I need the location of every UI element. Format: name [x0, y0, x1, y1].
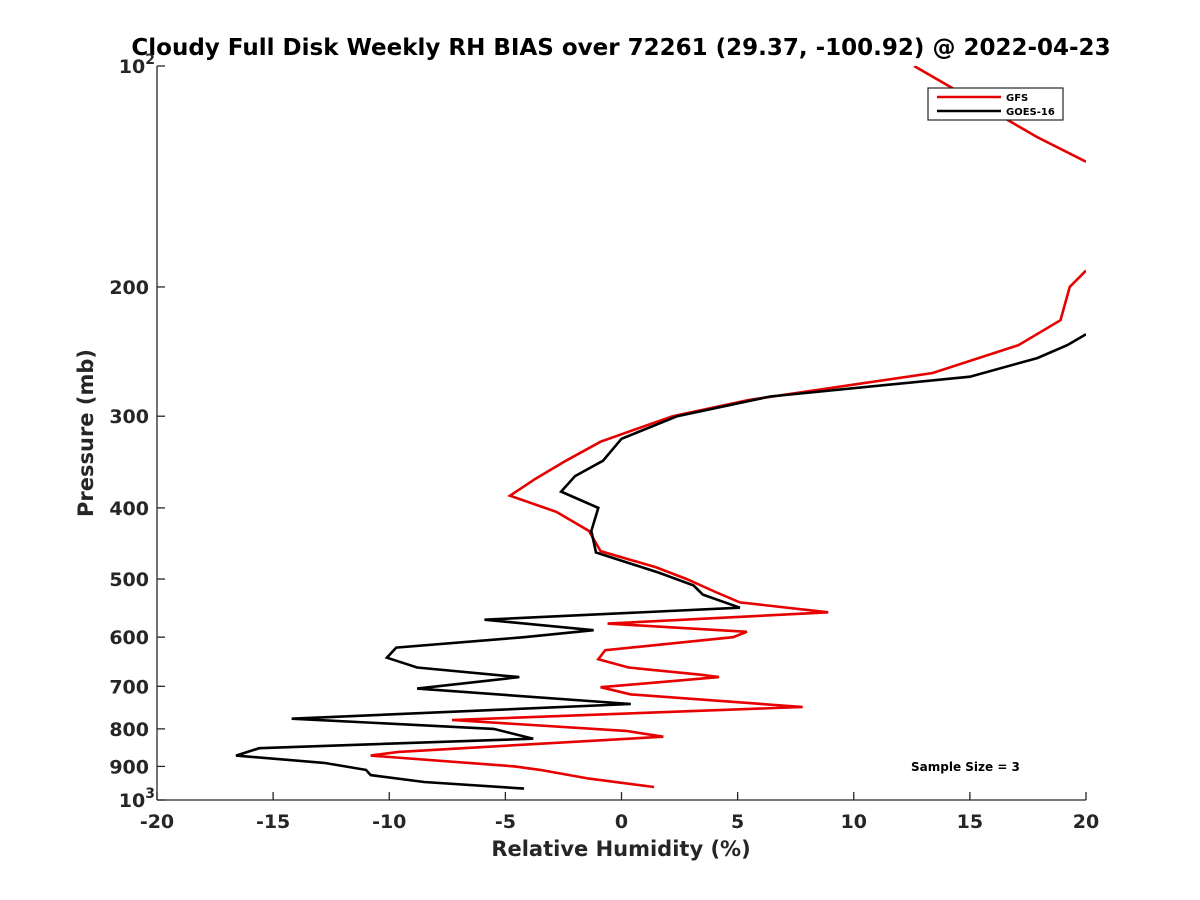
y-tick-label: 102: [119, 52, 155, 78]
y-tick-label: 400: [109, 498, 149, 520]
legend: GFS GOES-16: [927, 87, 1064, 121]
legend-label-goes16: GOES-16: [1006, 107, 1055, 118]
series-line-gfs-1: [370, 269, 1086, 789]
x-tick-label: 15: [957, 811, 983, 833]
x-ticks: -20 -15 -10 -5 0 5 10 15 20: [140, 792, 1099, 833]
legend-label-gfs: GFS: [1006, 93, 1028, 104]
x-tick-label: -20: [140, 811, 174, 833]
x-tick-label: 10: [841, 811, 867, 833]
y-axis-label: Pressure (mb): [74, 349, 98, 517]
y-tick-label: 600: [109, 627, 149, 649]
series-line-goes16-0: [235, 333, 1086, 790]
y-tick-label: 300: [109, 406, 149, 428]
x-tick-label: 0: [615, 811, 628, 833]
y-tick-label: 200: [109, 277, 149, 299]
x-tick-label: -10: [372, 811, 406, 833]
y-tick-label: 800: [109, 719, 149, 741]
sample-size-annotation: Sample Size = 3: [911, 760, 1020, 774]
x-tick-label: -5: [495, 811, 516, 833]
chart-title: Cloudy Full Disk Weekly RH BIAS over 722…: [131, 35, 1110, 61]
x-tick-label: 20: [1073, 811, 1099, 833]
y-tick-label: 700: [109, 676, 149, 698]
y-ticks: 102 200 300 400 500 600 700 800 900 103: [109, 52, 165, 812]
y-tick-label: 900: [109, 756, 149, 778]
y-tick-label: 500: [109, 569, 149, 591]
x-tick-label: 5: [731, 811, 744, 833]
x-tick-label: -15: [256, 811, 290, 833]
x-axis-label: Relative Humidity (%): [491, 837, 750, 861]
legend-box: [927, 87, 1064, 121]
y-tick-label: 103: [119, 786, 155, 812]
